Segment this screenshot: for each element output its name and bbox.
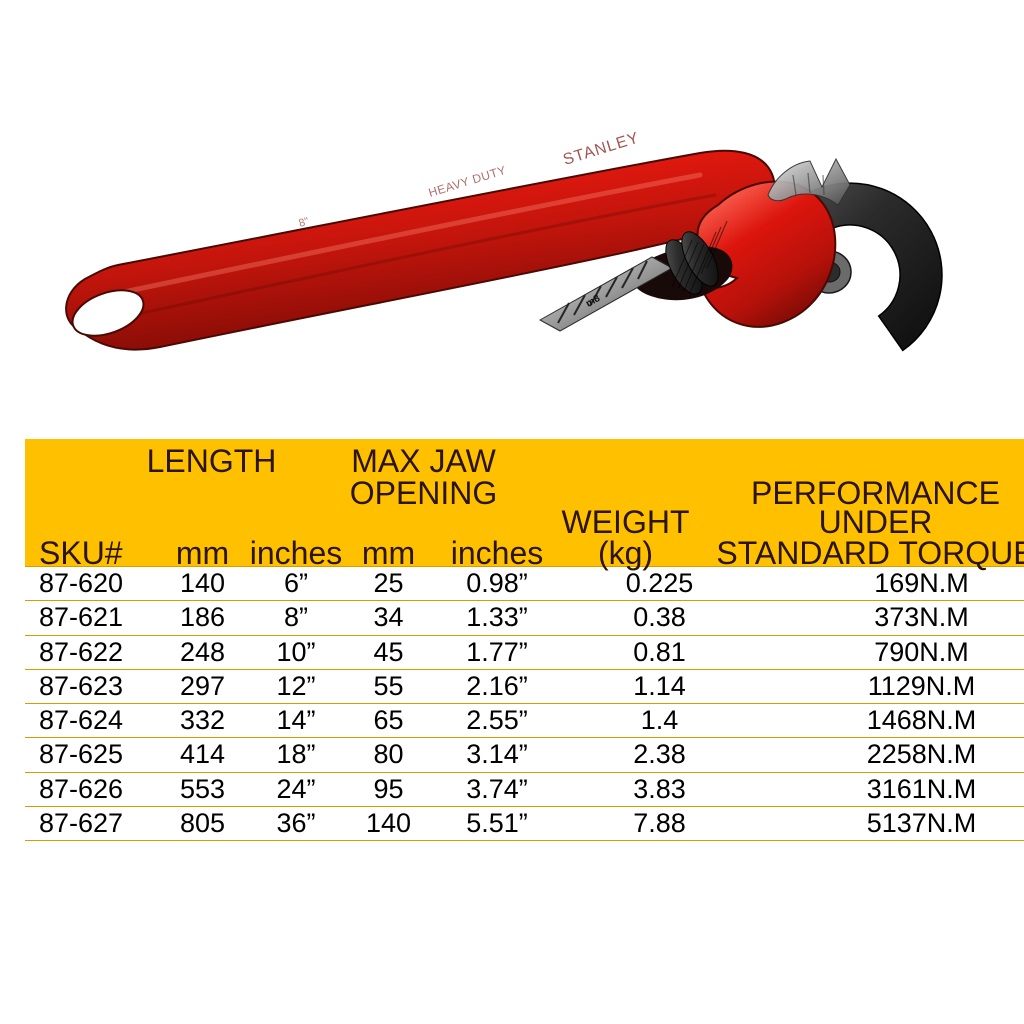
svg-text:STANLEY: STANLEY — [561, 130, 641, 169]
